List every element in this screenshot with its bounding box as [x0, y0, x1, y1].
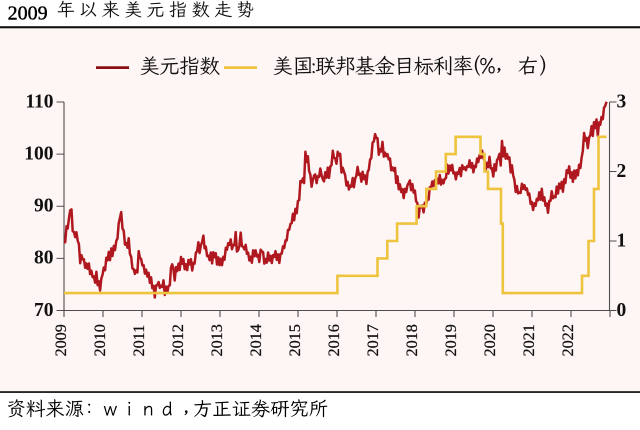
svg-text:2015: 2015	[286, 324, 304, 356]
svg-text:2017: 2017	[364, 324, 382, 356]
svg-text:1: 1	[617, 230, 627, 251]
svg-text:2014: 2014	[247, 324, 265, 356]
svg-text:2020: 2020	[481, 324, 499, 356]
svg-text:2019: 2019	[442, 324, 460, 356]
svg-text:90: 90	[34, 196, 54, 217]
svg-text:2021: 2021	[520, 324, 538, 356]
svg-text:2009: 2009	[8, 2, 48, 24]
svg-text:2016: 2016	[325, 324, 343, 356]
svg-text:80: 80	[34, 248, 54, 269]
svg-text:2013: 2013	[208, 324, 226, 356]
svg-text:2009: 2009	[52, 324, 70, 356]
svg-text:70: 70	[34, 300, 54, 321]
svg-text:0: 0	[617, 300, 627, 321]
svg-text:100: 100	[24, 143, 53, 164]
svg-text:2: 2	[617, 161, 627, 182]
svg-text:2022: 2022	[559, 324, 577, 356]
svg-text:2018: 2018	[403, 324, 421, 356]
svg-text:2010: 2010	[91, 324, 109, 356]
svg-text:2012: 2012	[169, 324, 187, 356]
svg-text:3: 3	[617, 91, 627, 112]
svg-text:2011: 2011	[130, 325, 148, 357]
svg-text:110: 110	[25, 91, 53, 112]
